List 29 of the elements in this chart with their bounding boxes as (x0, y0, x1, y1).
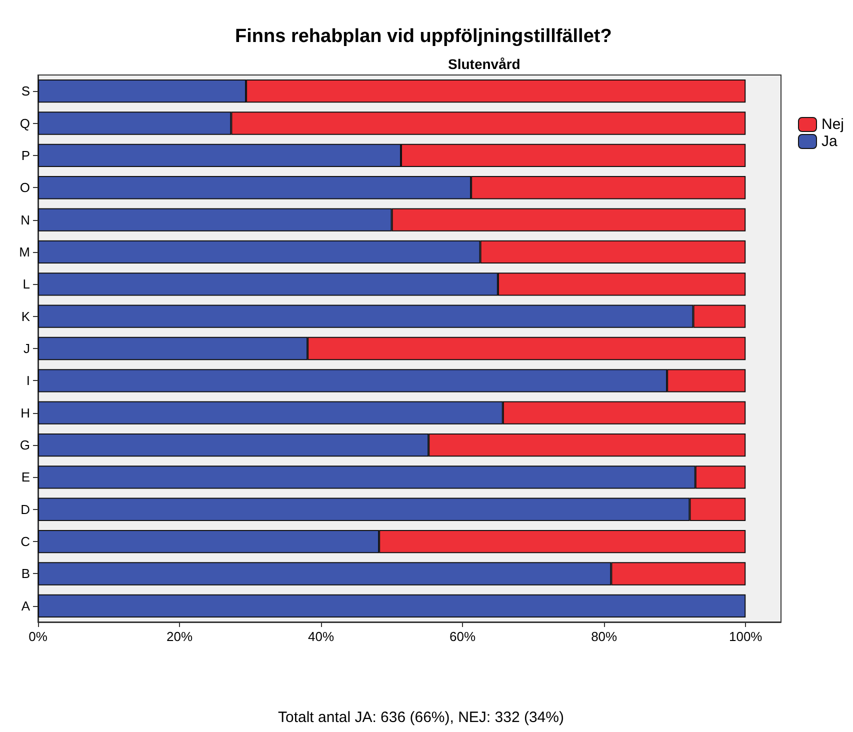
y-tick-label: B (21, 566, 30, 582)
y-tick-label: I (26, 373, 30, 388)
x-tick-label: 40% (308, 629, 334, 644)
text: Totalt antal JA: 636 (66%), NEJ: 332 (34%) (278, 709, 564, 726)
x-tick-label: 60% (450, 629, 476, 644)
y-tick-label: C (20, 534, 30, 550)
chart-subtitle: Slutenvård (448, 56, 520, 72)
y-tick-label: Q (20, 116, 30, 131)
bar (38, 594, 746, 618)
y-tick-label: M (19, 244, 30, 260)
y-tick-label: L (22, 276, 30, 292)
x-tick-label: 20% (166, 629, 193, 644)
y-tick-label: N (20, 212, 30, 228)
y-tick-label: E (21, 470, 30, 485)
y-tick-label: G (20, 438, 30, 453)
y-tick-label: P (21, 148, 30, 163)
x-tick-label: 0% (28, 629, 48, 644)
y-tick-label: K (21, 308, 30, 324)
y-tick-label: S (21, 84, 30, 99)
y-tick-label: H (20, 405, 30, 420)
legend-label: Ja (821, 133, 838, 150)
y-tick-label: O (20, 180, 30, 196)
y-tick-label: J (24, 341, 30, 356)
y-tick-label: D (20, 502, 30, 517)
legend-label: Nej (821, 116, 844, 133)
x-tick-label: 80% (591, 629, 618, 644)
x-tick-label: 100% (728, 629, 763, 644)
y-tick-label: A (21, 598, 30, 614)
chart-title: Finns rehabplan vid uppföljningstillfället? (235, 26, 612, 47)
